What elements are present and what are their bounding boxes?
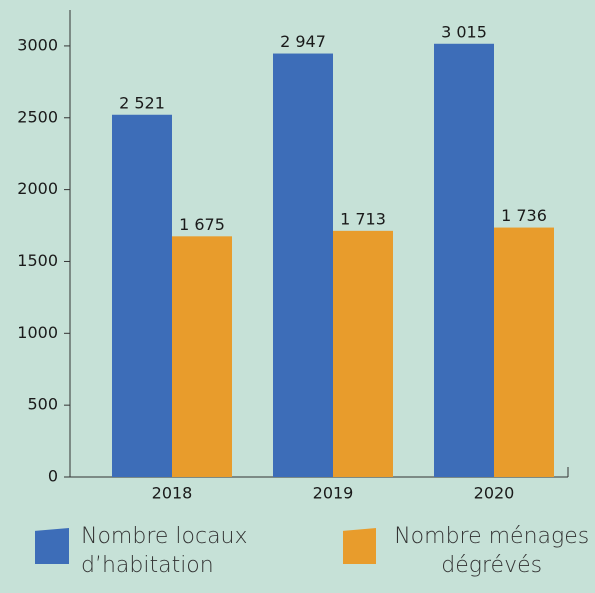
value-label: 1 675 bbox=[179, 215, 225, 234]
value-label: 1 736 bbox=[501, 206, 547, 225]
value-label: 2 521 bbox=[119, 93, 165, 112]
bar bbox=[434, 43, 494, 477]
bar bbox=[273, 53, 333, 478]
value-label: 2 947 bbox=[280, 32, 326, 51]
legend-item: Nombre ménages dégrévés bbox=[343, 522, 595, 580]
x-tick-label: 2020 bbox=[474, 484, 515, 503]
legend-label: Nombre locaux d’habitation bbox=[81, 524, 248, 578]
legend-item: Nombre locaux d’habitation bbox=[35, 522, 285, 580]
value-label: 1 713 bbox=[340, 209, 386, 228]
x-tick-label: 2019 bbox=[313, 484, 354, 503]
legend-swatch bbox=[343, 528, 377, 564]
chart: 0 500 1000 1500 2000 2500 3000 2018 2 521 1 675 20… bbox=[17, 10, 569, 503]
x-tick-label: 2018 bbox=[152, 484, 193, 503]
legend-swatch bbox=[35, 528, 69, 564]
legend-label: Nombre ménages dégrévés bbox=[394, 524, 590, 578]
y-tick-label: 1500 bbox=[17, 251, 58, 270]
bar bbox=[112, 114, 172, 477]
y-tick-label: 0 bbox=[48, 467, 58, 486]
y-tick-label: 1000 bbox=[17, 323, 58, 342]
bar bbox=[494, 227, 554, 477]
y-tick-label: 2500 bbox=[17, 107, 58, 126]
bar bbox=[333, 230, 393, 477]
y-tick-label: 2000 bbox=[17, 179, 58, 198]
bar bbox=[172, 236, 232, 477]
y-tick-label: 500 bbox=[27, 395, 58, 414]
y-tick-label: 3000 bbox=[17, 35, 58, 54]
value-label: 3 015 bbox=[441, 22, 487, 41]
